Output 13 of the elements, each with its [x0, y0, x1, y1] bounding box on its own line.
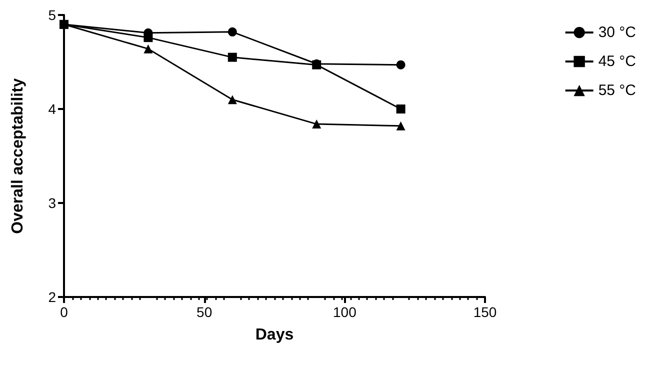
- y-tick-label: 5: [48, 7, 56, 23]
- y-tick-label: 4: [48, 101, 56, 117]
- x-tick-label: 50: [196, 304, 212, 320]
- legend-label: 45 °C: [598, 53, 636, 70]
- y-axis-title: Overall acceptability: [10, 78, 26, 234]
- x-tick-label: 100: [332, 304, 357, 320]
- y-tick-label: 2: [48, 289, 56, 305]
- x-tick-label: 150: [473, 304, 497, 320]
- legend-label: 55 °C: [598, 82, 636, 99]
- y-tick-label: 3: [48, 195, 56, 211]
- legend-label: 30 °C: [598, 24, 636, 41]
- x-tick-label: 0: [60, 304, 68, 320]
- x-axis-title: Days: [255, 326, 294, 344]
